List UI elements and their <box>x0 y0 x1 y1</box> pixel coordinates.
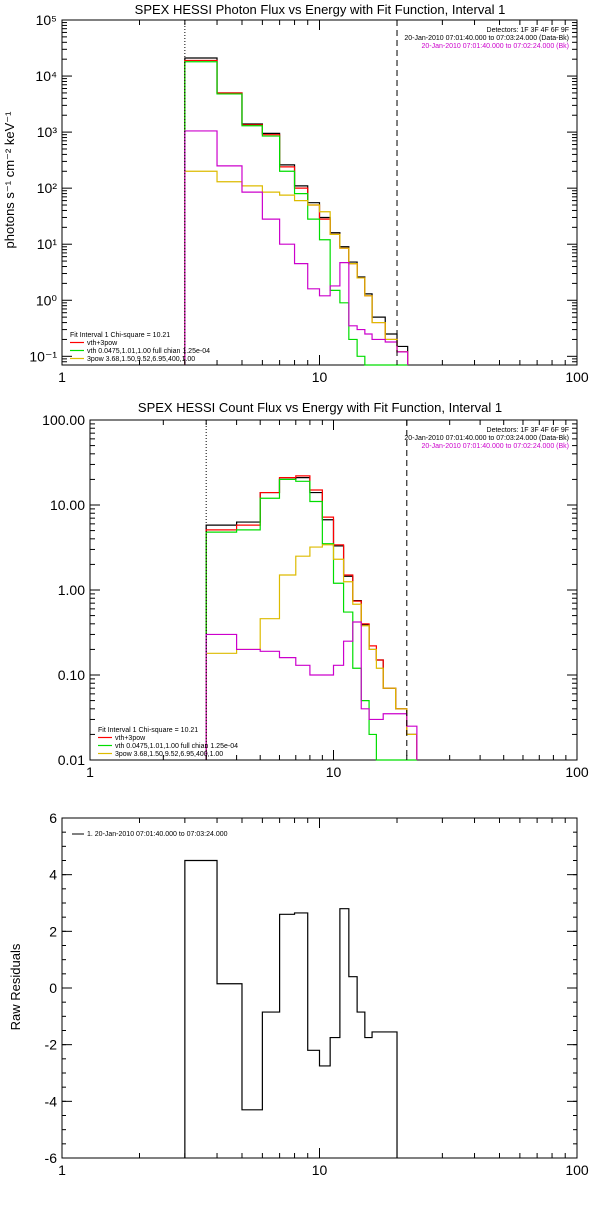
panel-1-series-bk <box>184 130 409 365</box>
panel-3-y-tick-label: 4 <box>49 867 57 883</box>
panel-2-y-tick-label: 0.01 <box>58 752 85 768</box>
panel-3-y-tick-label: 2 <box>49 923 57 939</box>
panel-1-y-tick-label: 10² <box>37 180 58 196</box>
panel-2-title: SPEX HESSI Count Flux vs Energy with Fit… <box>138 400 502 415</box>
residuals-panel: Raw Residuals 1 10 100 -6 -4 -2 0 2 4 6 … <box>8 810 589 1178</box>
panel-1-y-tick-label: 10⁻¹ <box>29 348 57 364</box>
panel-2-fit-label: vth 0.0475,1.01,1.00 full chian 1.25e-04 <box>115 743 238 750</box>
panel-1-legend-top-right: Detectors: 1F 3F 4F 6F 9F 20-Jan-2010 07… <box>404 27 569 50</box>
panel-1-y-tick-label: 10³ <box>37 124 58 140</box>
panel-3-y-tick-label: 6 <box>49 810 57 826</box>
panel-3-series-residuals <box>184 859 398 1158</box>
panel-1-legend-entry: Detectors: 1F 3F 4F 6F 9F <box>487 27 569 34</box>
panel-3-y-tick-label: -2 <box>45 1037 58 1053</box>
panel-2-y-tick-label: 1.00 <box>58 582 85 598</box>
panel-2-series-group <box>205 475 418 761</box>
panel-1-legend-bottom-left: Fit Interval 1 Chi-square = 10.21 vth+3p… <box>70 332 210 363</box>
panel-2-y-tick-label: 100.00 <box>42 412 85 428</box>
panel-1-series-data-bk <box>184 57 409 365</box>
panel-3-y-tick-label: -4 <box>45 1093 58 1109</box>
panel-1-series-vth-3pow <box>184 59 409 365</box>
panel-2-legend-entry: 20-Jan-2010 07:01:40.000 to 07:03:24.000… <box>404 435 569 442</box>
panel-3-x-tick-label: 1 <box>58 1162 66 1178</box>
panel-2-y-ticks: 0.01 0.10 1.00 10.00 100.00 <box>42 412 85 768</box>
panel-3-plot-frame <box>61 817 578 1159</box>
panel-2-fit-label: Fit Interval 1 Chi-square = 10.21 <box>98 727 198 734</box>
panel-2-fit-label: 3pow 3.68,1.50,9.52,6.95,400,1.00 <box>115 751 223 758</box>
panel-2-plot-frame <box>89 419 578 761</box>
panel-2-x-tick-label: 1 <box>86 764 94 780</box>
panel-2-x-tick-label: 100 <box>565 764 589 780</box>
panel-1-ylabel: photons s⁻¹ cm⁻² keV⁻¹ <box>2 111 17 249</box>
panel-1-title: SPEX HESSI Photon Flux vs Energy with Fi… <box>135 2 506 17</box>
panel-2-y-tick-label: 10.00 <box>50 497 85 513</box>
panel-2-x-tick-label: 10 <box>326 764 342 780</box>
panel-3-series-group <box>184 859 398 1158</box>
panel-1-fit-label: vth 0.0475,1.01,1.00 full chian 1.25e-04 <box>87 348 210 355</box>
panel-2-series-3pow <box>205 544 418 760</box>
panel-2-y-tick-label: 0.10 <box>58 667 85 683</box>
panel-1-y-tick-label: 10¹ <box>37 236 58 252</box>
panel-3-y-ticks: -6 -4 -2 0 2 4 6 <box>45 810 58 1166</box>
panel-3-x-ticks: 1 10 100 <box>58 1162 589 1178</box>
panel-1-plot-frame <box>61 19 578 366</box>
panel-3-legend-entry: 1. 20-Jan-2010 07:01:40.000 to 07:03:24.… <box>87 831 228 838</box>
panel-1-y-tick-label: 10⁴ <box>35 68 57 84</box>
panel-1-fit-label: Fit Interval 1 Chi-square = 10.21 <box>70 332 170 339</box>
panel-2-legend-top-right: Detectors: 1F 3F 4F 6F 9F 20-Jan-2010 07… <box>404 427 569 450</box>
panel-2-series-data-bk <box>205 477 418 760</box>
panel-1-x-tick-label: 10 <box>312 369 328 385</box>
panel-1-x-tick-label: 1 <box>58 369 66 385</box>
panel-3-x-tick-label: 10 <box>312 1162 328 1178</box>
panel-2-x-ticks: 1 10 100 <box>86 764 589 780</box>
panel-2-fit-label: vth+3pow <box>115 735 146 742</box>
panel-2-series-vth <box>205 478 417 761</box>
panel-1-series-group <box>184 57 409 366</box>
panel-2-legend-bottom-left: Fit Interval 1 Chi-square = 10.21 vth+3p… <box>98 727 238 758</box>
panel-1-legend-entry: 20-Jan-2010 07:01:40.000 to 07:03:24.000… <box>404 35 569 42</box>
panel-1-series-3pow <box>184 170 409 365</box>
panel-1-y-tick-label: 10⁰ <box>36 292 58 308</box>
photon-flux-panel: SPEX HESSI Photon Flux vs Energy with Fi… <box>2 2 589 385</box>
panel-2-legend-entry: 20-Jan-2010 07:01:40.000 to 07:02:24.000… <box>422 443 570 450</box>
panel-1-y-tick-label: 10⁵ <box>36 12 57 28</box>
panel-2-legend-entry: Detectors: 1F 3F 4F 6F 9F <box>487 427 569 434</box>
panel-1-series-vth <box>184 61 408 366</box>
panel-2-series-bk <box>205 621 418 760</box>
panel-3-ylabel: Raw Residuals <box>8 943 23 1030</box>
panel-3-y-tick-label: 0 <box>49 980 57 996</box>
panel-1-x-ticks: 1 10 100 <box>58 369 589 385</box>
panel-1-y-ticks: 10⁻¹ 10⁰ 10¹ 10² 10³ 10⁴ 10⁵ <box>29 12 57 364</box>
panel-3-x-tick-label: 100 <box>565 1162 589 1178</box>
panel-1-legend-entry: 20-Jan-2010 07:01:40.000 to 07:02:24.000… <box>422 43 570 50</box>
panel-2-series-vth-3pow <box>205 475 418 760</box>
count-flux-panel: SPEX HESSI Count Flux vs Energy with Fit… <box>42 400 589 780</box>
panel-3-legend-top-left: 1. 20-Jan-2010 07:01:40.000 to 07:03:24.… <box>72 831 228 838</box>
panel-1-fit-label: vth+3pow <box>87 340 118 347</box>
panel-1-fit-label: 3pow 3.68,1.50,9.52,6.95,400,1.00 <box>87 356 195 363</box>
panel-3-y-tick-label: -6 <box>45 1150 58 1166</box>
panel-1-x-tick-label: 100 <box>565 369 589 385</box>
